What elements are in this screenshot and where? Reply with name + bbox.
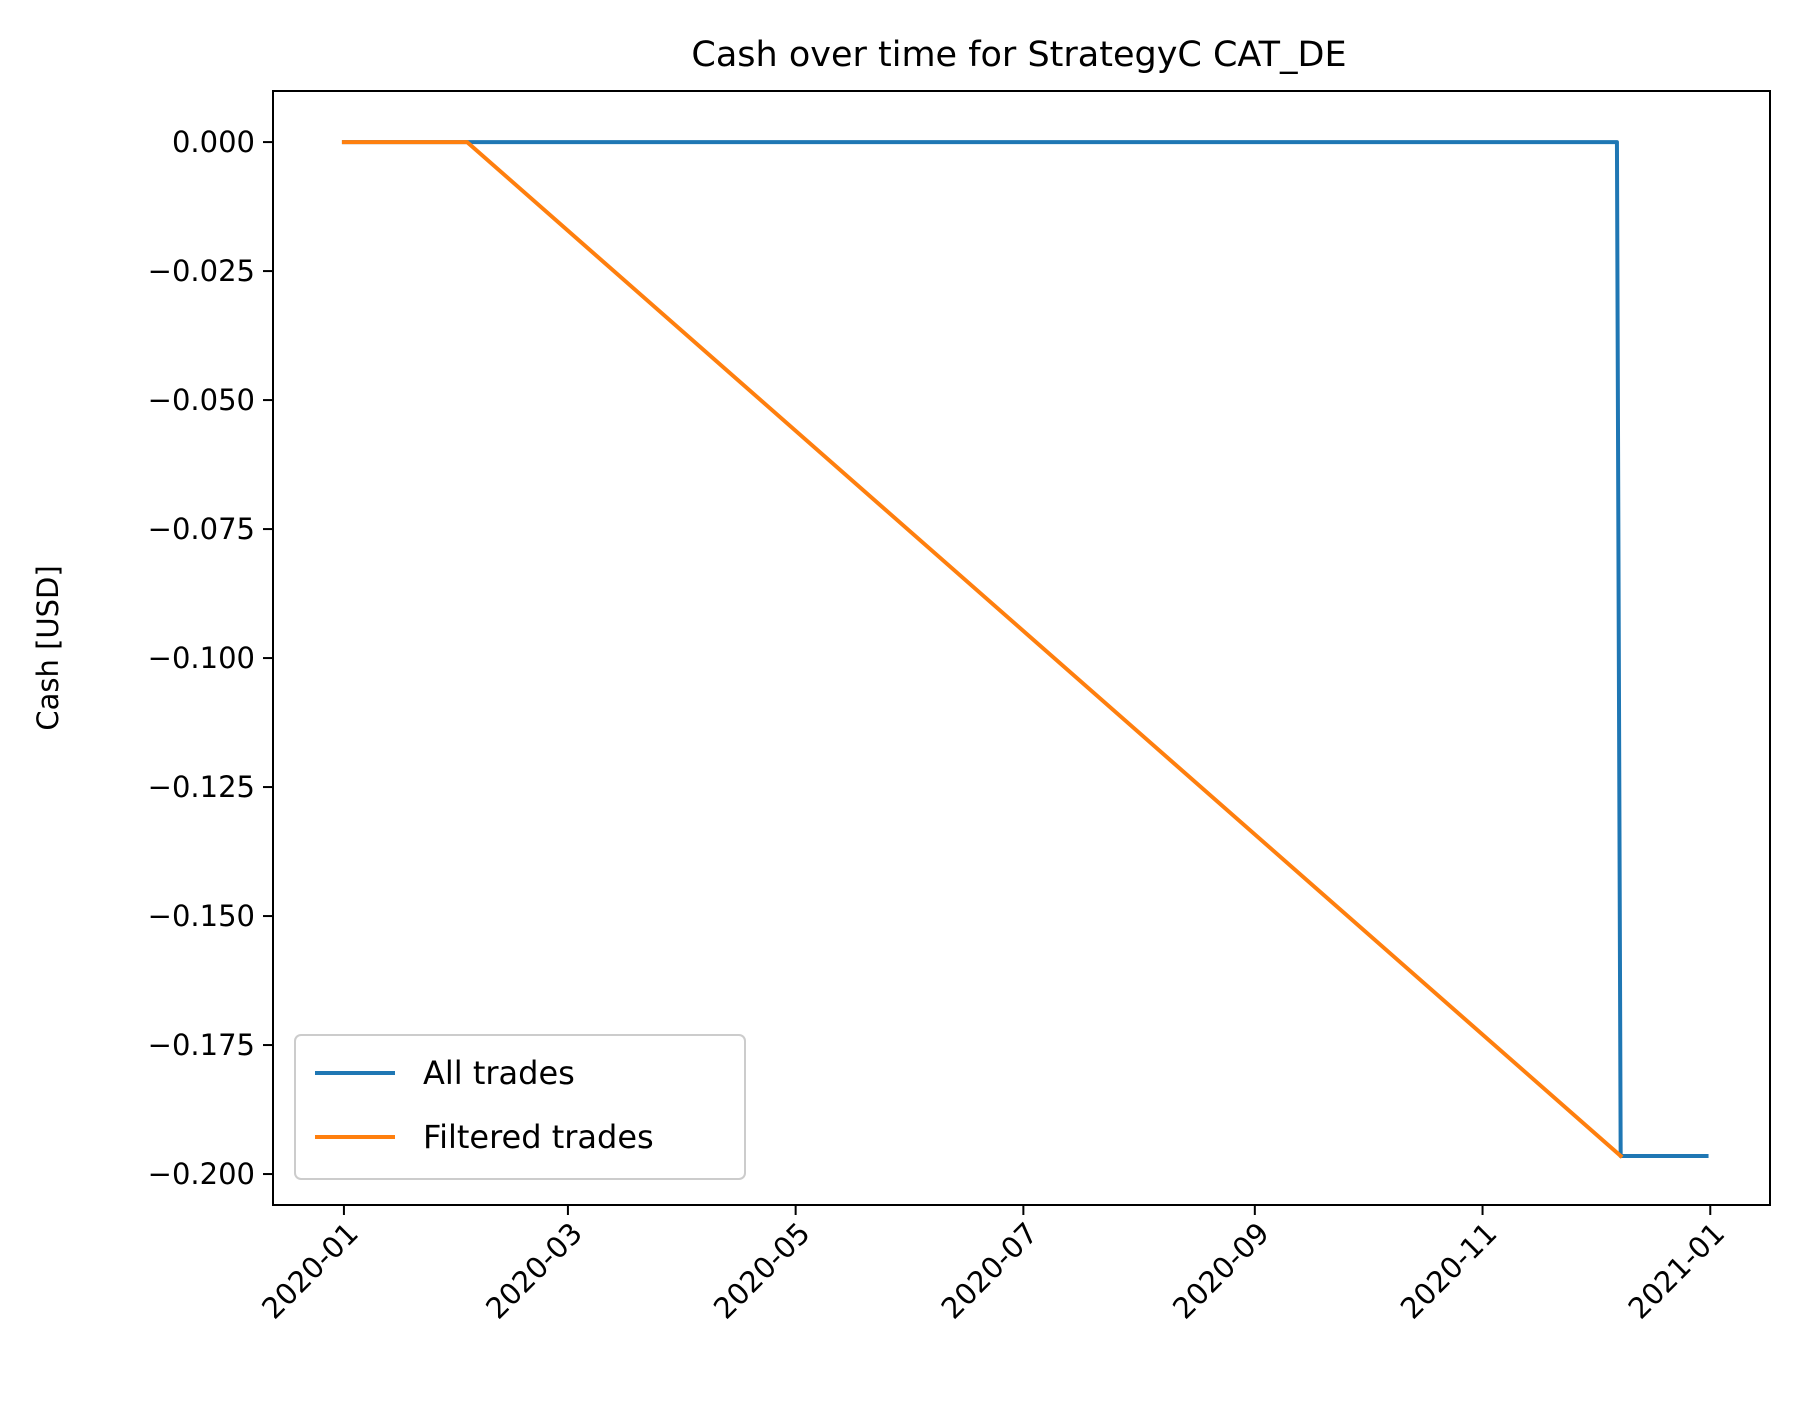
y-tick-label: −0.050	[148, 383, 255, 417]
y-tick-label: 0.000	[172, 125, 255, 159]
y-axis-label: Cash [USD]	[31, 565, 65, 730]
series-line-filtered-trades	[341, 140, 1624, 1159]
legend-box	[294, 1034, 746, 1180]
y-tick-label: −0.175	[148, 1028, 255, 1062]
legend-label: All trades	[423, 1054, 575, 1092]
y-tick-label: −0.200	[148, 1157, 255, 1191]
y-tick-label: −0.025	[148, 254, 255, 288]
plot-frame	[272, 90, 1771, 1206]
y-tick-label: −0.125	[148, 770, 255, 804]
y-tick-label: −0.150	[148, 899, 255, 933]
y-axis: 0.000 −0.025 −0.050 −0.075 −0.100 −0.125 −0.15…	[148, 125, 273, 1191]
series-line-all-trades	[341, 140, 1709, 1158]
series-layer	[341, 140, 1709, 1159]
legend-label: Filtered trades	[423, 1118, 654, 1156]
y-tick-label: −0.075	[148, 512, 255, 546]
legend: All trades Filtered trades	[294, 1034, 746, 1180]
y-tick-label: −0.100	[148, 641, 255, 675]
chart-title: Cash over time for StrategyC CAT_DE	[691, 35, 1346, 75]
